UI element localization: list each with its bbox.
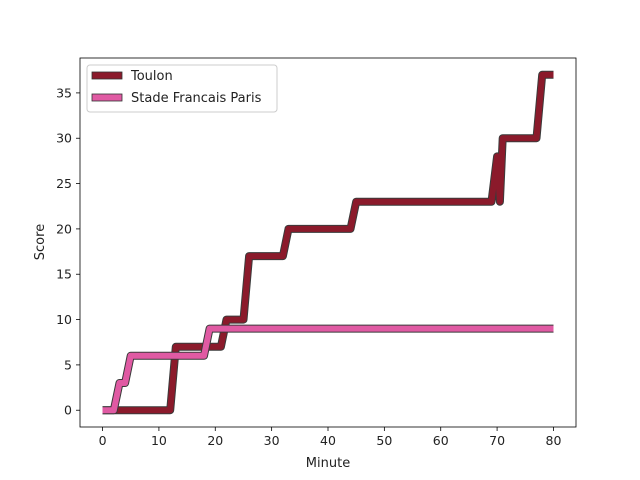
plot-area bbox=[79, 57, 577, 428]
y-tick-label: 5 bbox=[64, 357, 72, 372]
x-tick-label: 30 bbox=[264, 433, 280, 448]
y-tick-label: 20 bbox=[56, 221, 72, 236]
y-tick-label: 35 bbox=[56, 85, 72, 100]
axes-layer: 0 10 20 30 40 50 60 70 80 0 5 10 15 20 25 30 35 bbox=[56, 85, 561, 448]
x-tick-label: 40 bbox=[320, 433, 336, 448]
legend-swatch-toulon bbox=[91, 71, 123, 80]
x-tick-label: 70 bbox=[489, 433, 505, 448]
x-tick-label: 60 bbox=[433, 433, 449, 448]
x-tick-label: 50 bbox=[376, 433, 392, 448]
y-axis-label: Score bbox=[33, 224, 48, 260]
x-axis-label: Minute bbox=[306, 456, 350, 471]
y-tick-label: 0 bbox=[64, 403, 72, 418]
y-tick-label: 10 bbox=[56, 312, 72, 327]
series-line-stade-francais-paris bbox=[102, 325, 554, 414]
legend-swatch-stade-francais-paris bbox=[91, 93, 123, 102]
legend-label-toulon: Toulon bbox=[130, 69, 173, 84]
series-line-toulon bbox=[102, 71, 554, 414]
legend: Toulon Stade Francais Paris bbox=[86, 64, 278, 113]
y-tick-label: 15 bbox=[56, 267, 72, 282]
y-tick-label: 30 bbox=[56, 131, 72, 146]
x-tick-label: 10 bbox=[151, 433, 167, 448]
x-tick-label: 0 bbox=[99, 433, 107, 448]
x-tick-label: 80 bbox=[546, 433, 562, 448]
legend-box bbox=[86, 64, 278, 113]
series-layer bbox=[102, 70, 554, 415]
x-tick-label: 20 bbox=[207, 433, 223, 448]
legend-label-stade-francais-paris: Stade Francais Paris bbox=[131, 91, 262, 106]
y-tick-label: 25 bbox=[56, 176, 72, 191]
